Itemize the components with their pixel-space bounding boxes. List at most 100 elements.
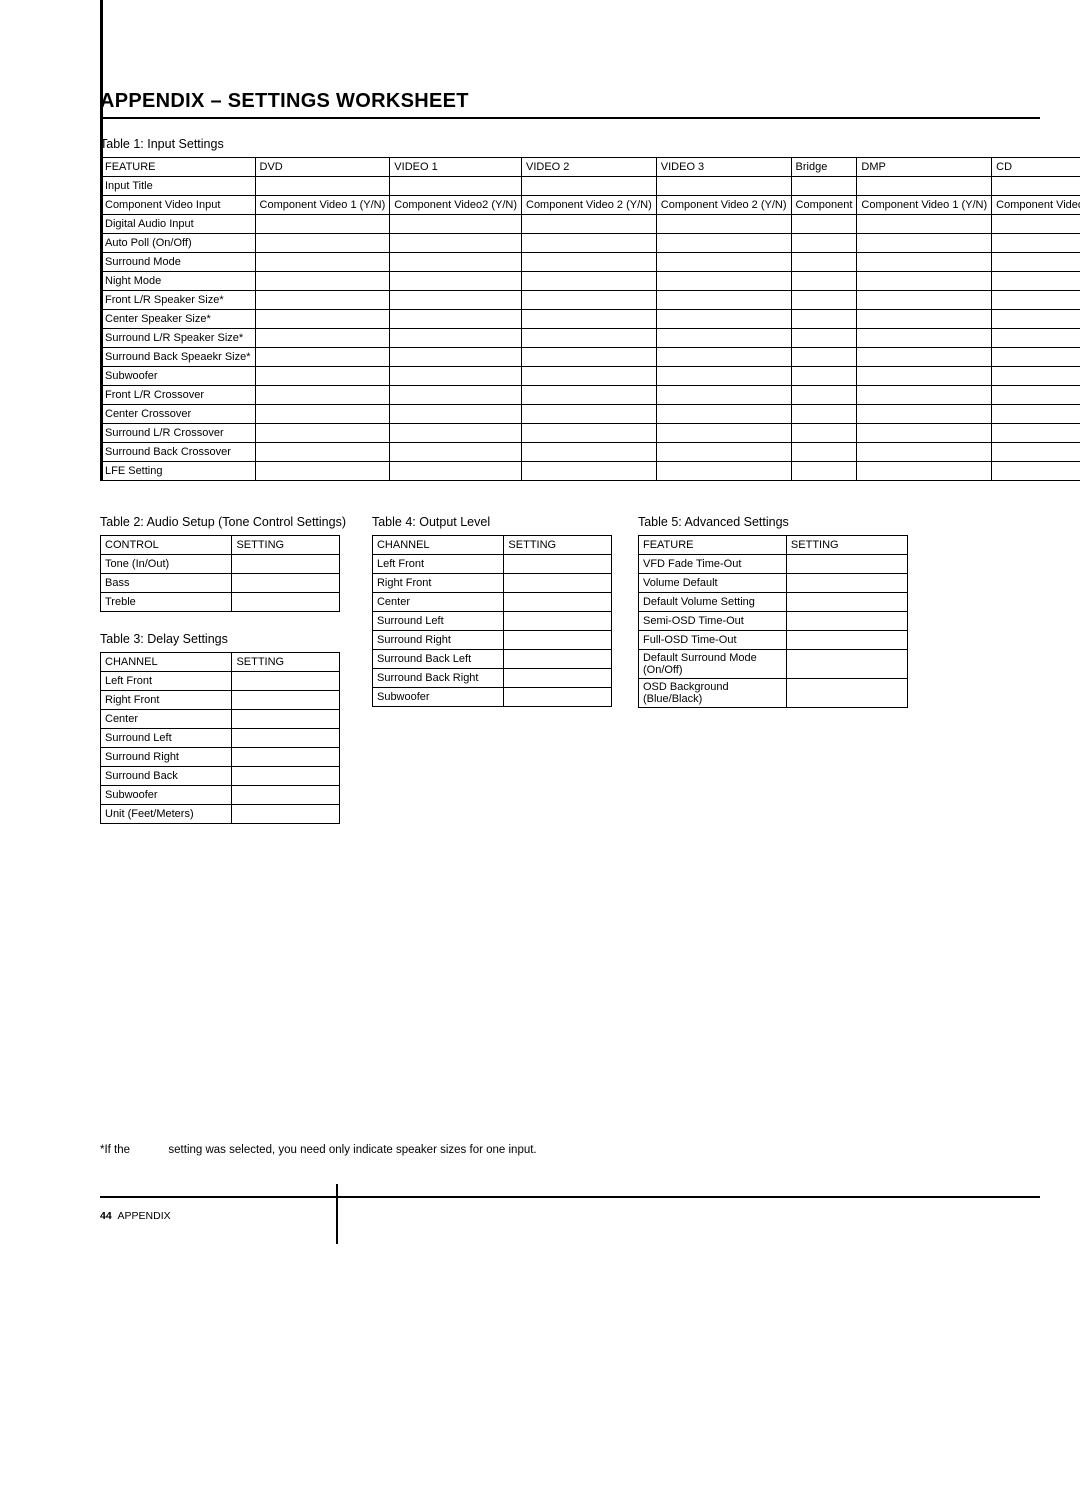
t4-r4: Surround Right [372, 631, 503, 650]
t3-r2: Center [101, 710, 232, 729]
t2-h0: CONTROL [101, 536, 232, 555]
footer-page: 44 [100, 1210, 112, 1222]
t1-c2: Component Video 2 (Y/N) [522, 196, 657, 215]
t1-c1: Component Video2 (Y/N) [390, 196, 522, 215]
t5-r0: VFD Fade Time-Out [638, 555, 786, 574]
t3-r1: Right Front [101, 691, 232, 710]
t3-h1: SETTING [232, 653, 340, 672]
footer: 44 APPENDIX [100, 1196, 1040, 1224]
table5: FEATURESETTING VFD Fade Time-Out Volume … [638, 535, 908, 708]
table2-title: Table 2: Audio Setup (Tone Control Setti… [100, 515, 346, 529]
table-row: Surround L/R Speaker Size* [101, 329, 1080, 348]
table-row: LFE Setting [101, 462, 1080, 481]
t1-r0: Input Title [101, 177, 256, 196]
t1-r5: Night Mode [101, 272, 256, 291]
table-row: Input Title [101, 177, 1080, 196]
t3-r3: Surround Left [101, 729, 232, 748]
t5-r6: OSD Background (Blue/Black) [638, 679, 786, 708]
t1-c5: Component Video 1 (Y/N) [857, 196, 992, 215]
t2-r0: Tone (In/Out) [101, 555, 232, 574]
table-row: Center Speaker Size* [101, 310, 1080, 329]
table-row: Auto Poll (On/Off) [101, 234, 1080, 253]
table-row: Surround L/R Crossover [101, 424, 1080, 443]
t4-r3: Surround Left [372, 612, 503, 631]
t5-h0: FEATURE [638, 536, 786, 555]
t3-r0: Left Front [101, 672, 232, 691]
t3-h0: CHANNEL [101, 653, 232, 672]
t1-r15: LFE Setting [101, 462, 256, 481]
t1-h4: VIDEO 3 [656, 158, 791, 177]
heading-rule [100, 117, 1040, 119]
t1-h3: VIDEO 2 [522, 158, 657, 177]
table-row: Surround Mode [101, 253, 1080, 272]
table1-header-row: FEATURE DVD VIDEO 1 VIDEO 2 VIDEO 3 Brid… [101, 158, 1080, 177]
t1-r3: Auto Poll (On/Off) [101, 234, 256, 253]
t1-r2: Digital Audio Input [101, 215, 256, 234]
t1-c3: Component Video 2 (Y/N) [656, 196, 791, 215]
t1-h1: DVD [255, 158, 390, 177]
t4-r6: Surround Back Right [372, 669, 503, 688]
t1-h2: VIDEO 1 [390, 158, 522, 177]
t1-h0: FEATURE [101, 158, 256, 177]
t2-r1: Bass [101, 574, 232, 593]
table5-title: Table 5: Advanced Settings [638, 515, 908, 529]
t1-r11: Front L/R Crossover [101, 386, 256, 405]
table-row: Digital Audio Input [101, 215, 1080, 234]
vertical-rule-footer [336, 1184, 338, 1244]
table4-title: Table 4: Output Level [372, 515, 612, 529]
t5-r3: Semi-OSD Time-Out [638, 612, 786, 631]
table-row: Subwoofer [101, 367, 1080, 386]
table-row: Component Video Input Component Video 1 … [101, 196, 1080, 215]
footnote-prefix: *If the [100, 1144, 130, 1156]
t1-c6: Component Video 1 (Y/N) [992, 196, 1080, 215]
footer-label: APPENDIX [118, 1210, 171, 1222]
t2-r2: Treble [101, 593, 232, 612]
footnote-rest: setting was selected, you need only indi… [168, 1144, 536, 1156]
t4-r5: Surround Back Left [372, 650, 503, 669]
t5-h1: SETTING [786, 536, 907, 555]
table4: CHANNELSETTING Left Front Right Front Ce… [372, 535, 612, 707]
t1-r8: Surround L/R Speaker Size* [101, 329, 256, 348]
t1-r7: Center Speaker Size* [101, 310, 256, 329]
table-row: Front L/R Speaker Size* [101, 291, 1080, 310]
t1-r1: Component Video Input [101, 196, 256, 215]
t1-r6: Front L/R Speaker Size* [101, 291, 256, 310]
table-row: Center Crossover [101, 405, 1080, 424]
table3-title: Table 3: Delay Settings [100, 632, 346, 646]
t3-r5: Surround Back [101, 767, 232, 786]
t5-r4: Full-OSD Time-Out [638, 631, 786, 650]
t4-r1: Right Front [372, 574, 503, 593]
t3-r6: Subwoofer [101, 786, 232, 805]
t2-h1: SETTING [232, 536, 340, 555]
table-row: Front L/R Crossover [101, 386, 1080, 405]
t1-h6: DMP [857, 158, 992, 177]
footnote: *If the setting was selected, you need o… [100, 1144, 1040, 1156]
t3-r4: Surround Right [101, 748, 232, 767]
table-row: Surround Back Crossover [101, 443, 1080, 462]
page-heading: APPENDIX – SETTINGS WORKSHEET [100, 90, 1040, 113]
table2: CONTROLSETTING Tone (In/Out) Bass Treble [100, 535, 340, 612]
t4-r0: Left Front [372, 555, 503, 574]
t1-r4: Surround Mode [101, 253, 256, 272]
t4-h1: SETTING [504, 536, 612, 555]
t4-h0: CHANNEL [372, 536, 503, 555]
t1-c4: Component [791, 196, 857, 215]
t4-r2: Center [372, 593, 503, 612]
t3-r7: Unit (Feet/Meters) [101, 805, 232, 824]
t5-r2: Default Volume Setting [638, 593, 786, 612]
t1-r14: Surround Back Crossover [101, 443, 256, 462]
table1-title: Table 1: Input Settings [100, 137, 1040, 151]
t1-r9: Surround Back Speaekr Size* [101, 348, 256, 367]
t1-h7: CD [992, 158, 1080, 177]
t5-r5: Default Surround Mode (On/Off) [638, 650, 786, 679]
table3: CHANNELSETTING Left Front Right Front Ce… [100, 652, 340, 824]
t1-h5: Bridge [791, 158, 857, 177]
t1-r13: Surround L/R Crossover [101, 424, 256, 443]
t1-r10: Subwoofer [101, 367, 256, 386]
t1-r12: Center Crossover [101, 405, 256, 424]
t4-r7: Subwoofer [372, 688, 503, 707]
table-row: Surround Back Speaekr Size* [101, 348, 1080, 367]
table1: FEATURE DVD VIDEO 1 VIDEO 2 VIDEO 3 Brid… [100, 157, 1080, 481]
t5-r1: Volume Default [638, 574, 786, 593]
vertical-rule-left [100, 0, 103, 480]
